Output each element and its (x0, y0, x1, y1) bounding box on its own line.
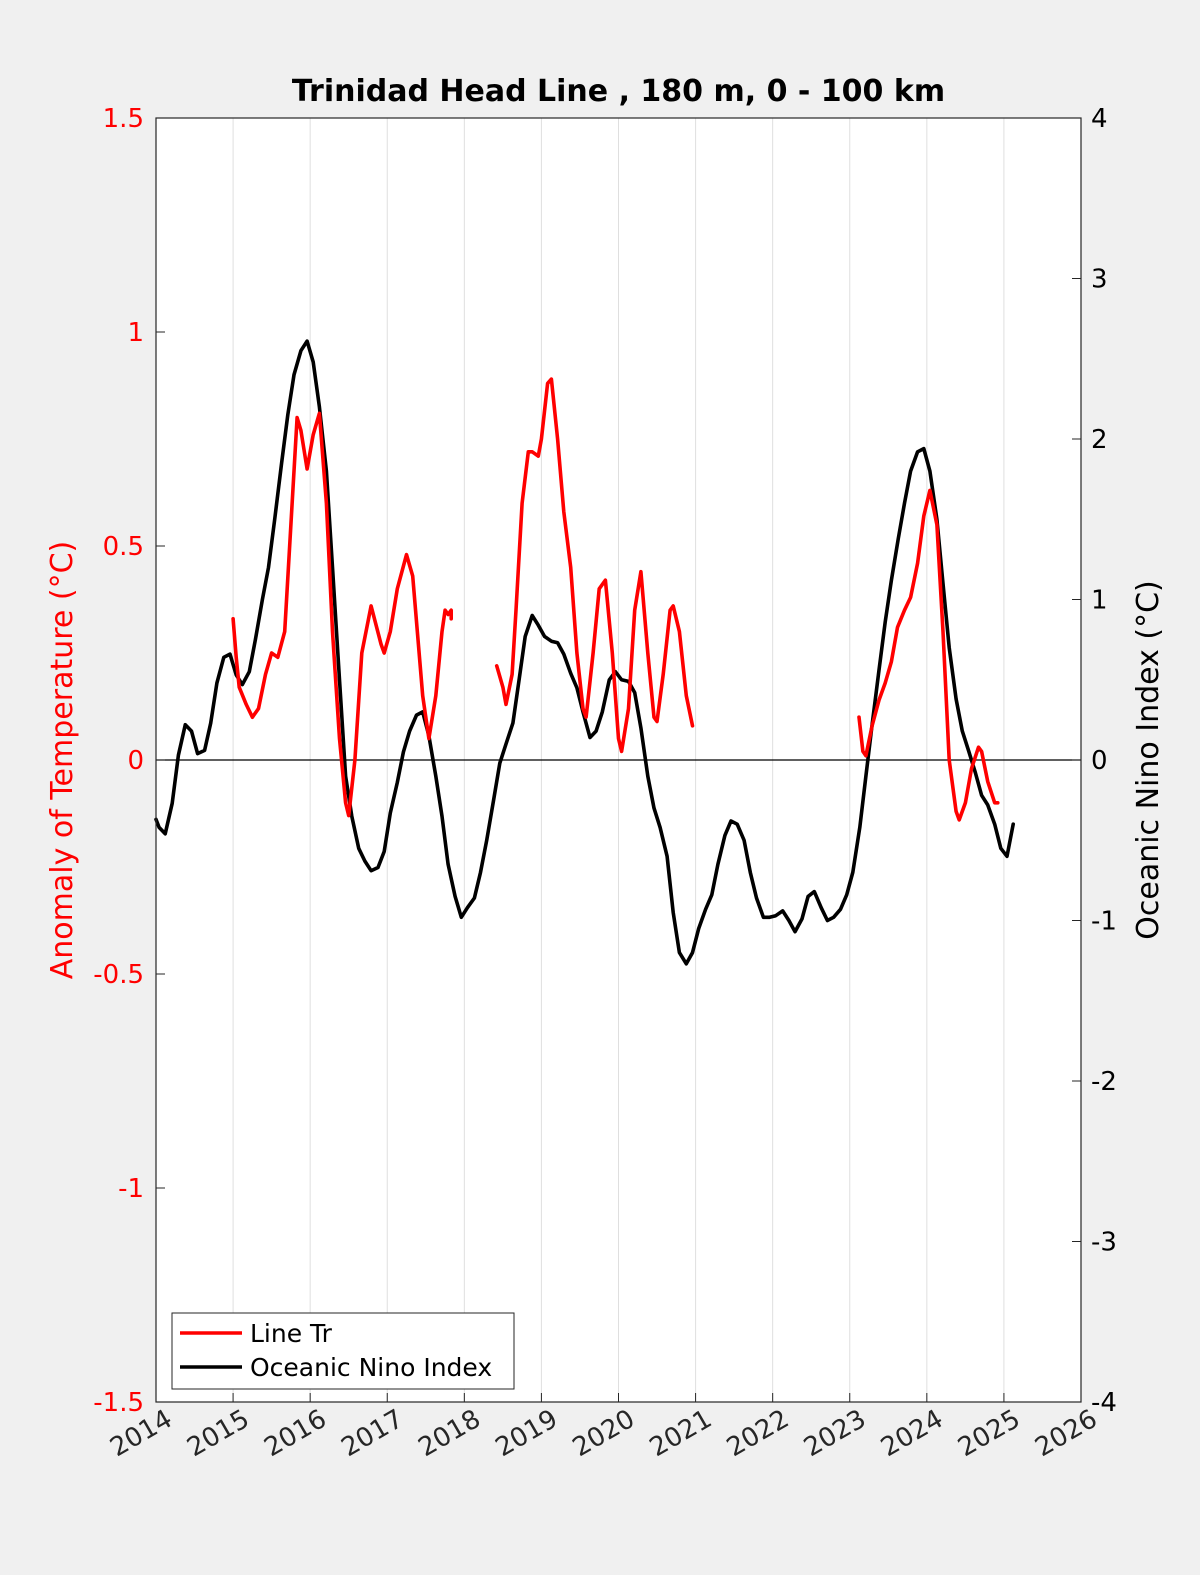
y-left-tick-label: 0.5 (103, 532, 144, 562)
y-right-tick-label: -4 (1091, 1388, 1117, 1418)
y-right-tick-label: -1 (1091, 907, 1117, 937)
y-right-tick-label: 0 (1091, 746, 1108, 776)
legend-box (171, 1312, 515, 1390)
y-left-tick-label: 0 (127, 746, 144, 776)
y-right-tick-label: 4 (1091, 104, 1108, 134)
series-line-tr-segment-1 (231, 411, 453, 818)
series-layer (154, 339, 1015, 966)
legend: Line Tr Oceanic Nino Index (171, 1312, 515, 1390)
y-left-tick-label: -0.5 (93, 960, 144, 990)
y-left-tick-label: -1 (118, 1174, 144, 1204)
y-right-tick-label: 2 (1091, 425, 1108, 455)
legend-label-oni: Oceanic Nino Index (250, 1353, 492, 1382)
ticks-layer: 2014 2015 2016 2017 2018 2019 2020 2021 2022 2023… (93, 104, 1117, 1463)
series-line-tr-segment-3 (857, 488, 1000, 822)
y-axis-right-label: Oceanic Nino Index (°C) (1131, 580, 1166, 940)
series-line-tr-segment-2 (494, 377, 695, 754)
y-left-tick-label: -1.5 (93, 1388, 144, 1418)
y-right-tick-label: 3 (1091, 265, 1108, 295)
y-axis-left-label: Anomaly of Temperature (°C) (45, 541, 80, 980)
y-right-tick-label: 1 (1091, 586, 1108, 616)
legend-label-line-tr: Line Tr (250, 1319, 333, 1348)
y-left-tick-label: 1.5 (103, 104, 144, 134)
y-right-tick-label: -2 (1091, 1067, 1117, 1097)
chart-title: Trinidad Head Line , 180 m, 0 - 100 km (292, 74, 945, 109)
y-left-tick-label: 1 (127, 318, 144, 348)
y-right-tick-label: -3 (1091, 1228, 1117, 1258)
